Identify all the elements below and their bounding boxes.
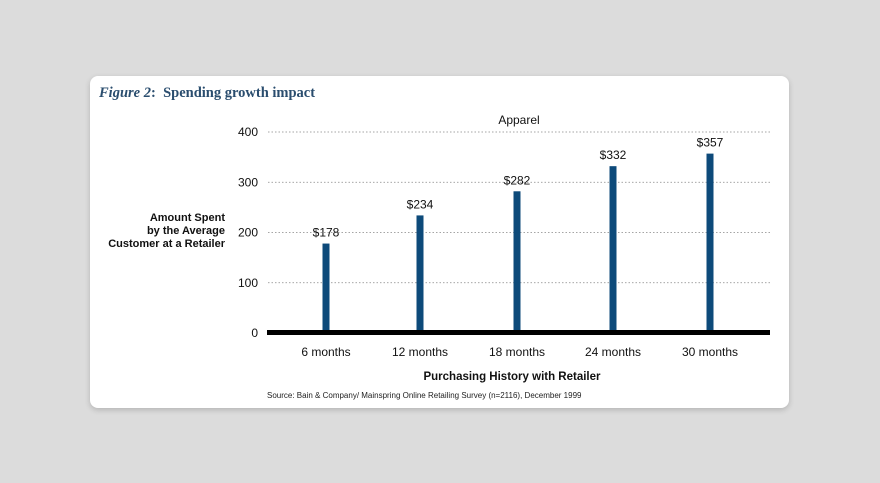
bar [609, 166, 617, 333]
x-tick-label: 30 months [682, 345, 738, 359]
y-axis-label-line-1: Amount Spent [150, 212, 225, 224]
bar [513, 191, 521, 333]
chart-title: Apparel [498, 113, 539, 127]
data-label: $332 [600, 148, 627, 162]
x-tick-label: 6 months [301, 345, 350, 359]
y-axis-label-line-3: Customer at a Retailer [108, 238, 225, 250]
data-label: $282 [504, 173, 531, 187]
figure-title: Figure 2: Spending growth impact [99, 85, 316, 101]
y-tick-label: 100 [238, 276, 258, 290]
y-tick-label: 0 [251, 326, 258, 340]
bar-chart: Apparel 0 100 200 300 400 Amount Spent by th… [108, 113, 770, 400]
figure-label: Figure 2 [99, 85, 151, 101]
figure-card: Figure 2: Spending growth impact Apparel… [90, 76, 789, 408]
bar [416, 215, 424, 333]
y-axis-label-line-2: by the Average [147, 225, 225, 237]
data-label: $357 [697, 136, 724, 150]
x-tick-label: 24 months [585, 345, 641, 359]
data-label: $234 [407, 197, 434, 211]
source-note: Source: Bain & Company/ Mainspring Onlin… [267, 391, 582, 400]
bar [706, 153, 714, 333]
x-tick-label: 12 months [392, 345, 448, 359]
y-ticks: 0 100 200 300 400 [238, 125, 258, 340]
y-tick-label: 200 [238, 226, 258, 240]
bars: $178 $234 $282 $332 $357 [313, 136, 724, 333]
y-tick-label: 400 [238, 125, 258, 139]
x-axis-line [267, 330, 770, 335]
x-ticks: 6 months 12 months 18 months 24 months 30 mo… [301, 345, 738, 359]
x-axis-label: Purchasing History with Retailer [423, 371, 601, 383]
x-tick-label: 18 months [489, 345, 545, 359]
y-tick-label: 300 [238, 175, 258, 189]
figure-title-text: Spending growth impact [163, 85, 316, 101]
data-label: $178 [313, 226, 340, 240]
bar [322, 243, 330, 333]
